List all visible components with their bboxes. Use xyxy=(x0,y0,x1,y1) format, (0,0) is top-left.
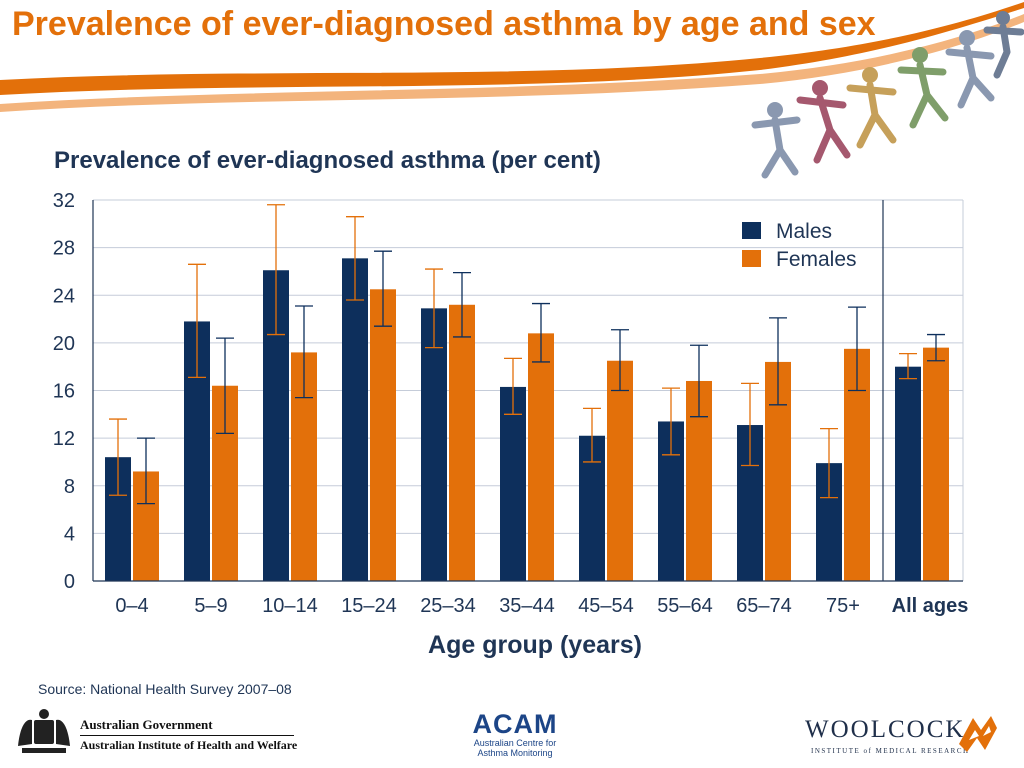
decorative-figures-illustration xyxy=(751,11,1024,179)
bar-females xyxy=(370,289,396,581)
acam-wordmark: ACAM xyxy=(472,709,558,739)
bar-males xyxy=(500,386,526,581)
x-tick-label: 35–44 xyxy=(499,595,555,617)
chart-legend: Males Females xyxy=(742,220,857,271)
australian-government-logo: Australian Government Australian Institu… xyxy=(12,704,302,760)
x-tick-label: 5–9 xyxy=(194,595,227,617)
x-tick-label: 10–14 xyxy=(262,595,318,617)
bar-males xyxy=(342,258,368,581)
bar-females xyxy=(923,347,949,581)
bar-males xyxy=(421,308,447,581)
x-tick-label: 65–74 xyxy=(736,595,792,617)
acam-sub1: Australian Centre for xyxy=(473,738,557,748)
y-tick-label: 28 xyxy=(53,238,75,260)
y-tick-label: 0 xyxy=(64,571,75,593)
legend-swatch xyxy=(742,250,761,267)
y-tick-label: 12 xyxy=(53,428,75,450)
source-note: Source: National Health Survey 2007–08 xyxy=(38,681,292,697)
figure-6 xyxy=(983,11,1024,79)
gov-divider xyxy=(80,735,294,736)
x-axis-title: Age group (years) xyxy=(428,631,642,659)
bar-males xyxy=(895,366,921,581)
swoosh-orange xyxy=(0,2,1024,95)
chart-bars xyxy=(105,204,949,581)
figure-5 xyxy=(945,30,995,109)
y-tick-label: 16 xyxy=(53,381,75,403)
woolcock-mark-icon xyxy=(959,716,997,752)
gov-line2: Australian Institute of Health and Welfa… xyxy=(80,738,298,752)
x-tick-label: All ages xyxy=(892,595,969,617)
coat-of-arms-icon xyxy=(18,709,70,753)
x-tick-label: 45–54 xyxy=(578,595,634,617)
figure-4 xyxy=(897,47,949,129)
bar-females xyxy=(607,360,633,581)
slide-title: Prevalence of ever-diagnosed asthma by a… xyxy=(12,5,876,43)
y-tick-label: 8 xyxy=(64,476,75,498)
x-tick-label: 0–4 xyxy=(115,595,148,617)
swoosh-light xyxy=(0,14,1024,112)
y-tick-label: 4 xyxy=(64,523,75,545)
legend-label: Females xyxy=(776,248,857,271)
y-tick-label: 32 xyxy=(53,190,75,212)
gov-line1: Australian Government xyxy=(80,717,213,732)
woolcock-wordmark: WOOLCOCK xyxy=(805,716,966,743)
header-swoosh-banner xyxy=(0,2,1024,112)
figure-2 xyxy=(796,80,851,164)
bar-females xyxy=(528,333,554,581)
legend-label: Males xyxy=(776,220,832,243)
chart-title: Prevalence of ever-diagnosed asthma (per… xyxy=(54,147,601,174)
woolcock-subtitle: INSTITUTE of MEDICAL RESEARCH xyxy=(811,747,970,755)
bar-females xyxy=(449,304,475,581)
acam-sub2: Asthma Monitoring xyxy=(477,748,553,758)
asthma-bar-chart: Prevalence of ever-diagnosed asthma (per… xyxy=(53,147,969,659)
y-axis: 0 4 8 12 16 20 24 28 32 xyxy=(53,190,94,593)
x-axis: 0–4 5–9 10–14 15–24 25–34 35–44 45–54 55–64 65–7… xyxy=(93,580,969,617)
x-tick-label: 15–24 xyxy=(341,595,397,617)
legend-swatch xyxy=(742,222,761,239)
x-tick-label: 75+ xyxy=(826,595,860,617)
figure-1 xyxy=(751,102,801,179)
woolcock-logo: WOOLCOCK INSTITUTE of MEDICAL RESEARCH xyxy=(805,714,1005,758)
x-tick-label: 25–34 xyxy=(420,595,476,617)
y-tick-label: 20 xyxy=(53,333,75,355)
acam-logo: ACAM Australian Centre for Asthma Monito… xyxy=(460,710,570,760)
x-tick-label: 55–64 xyxy=(657,595,713,617)
y-tick-label: 24 xyxy=(53,285,75,307)
figure-3 xyxy=(846,67,897,149)
